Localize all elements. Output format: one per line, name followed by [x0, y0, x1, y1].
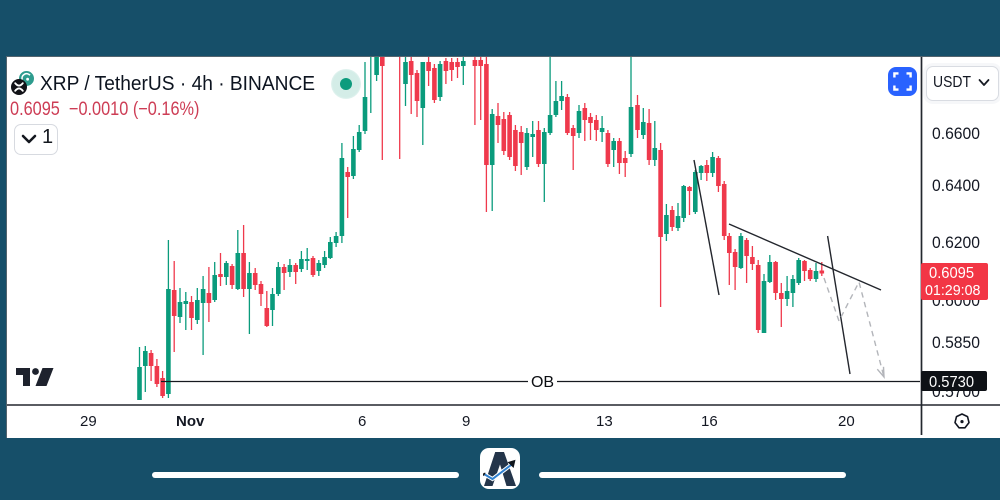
svg-text:OB: OB — [531, 374, 554, 391]
